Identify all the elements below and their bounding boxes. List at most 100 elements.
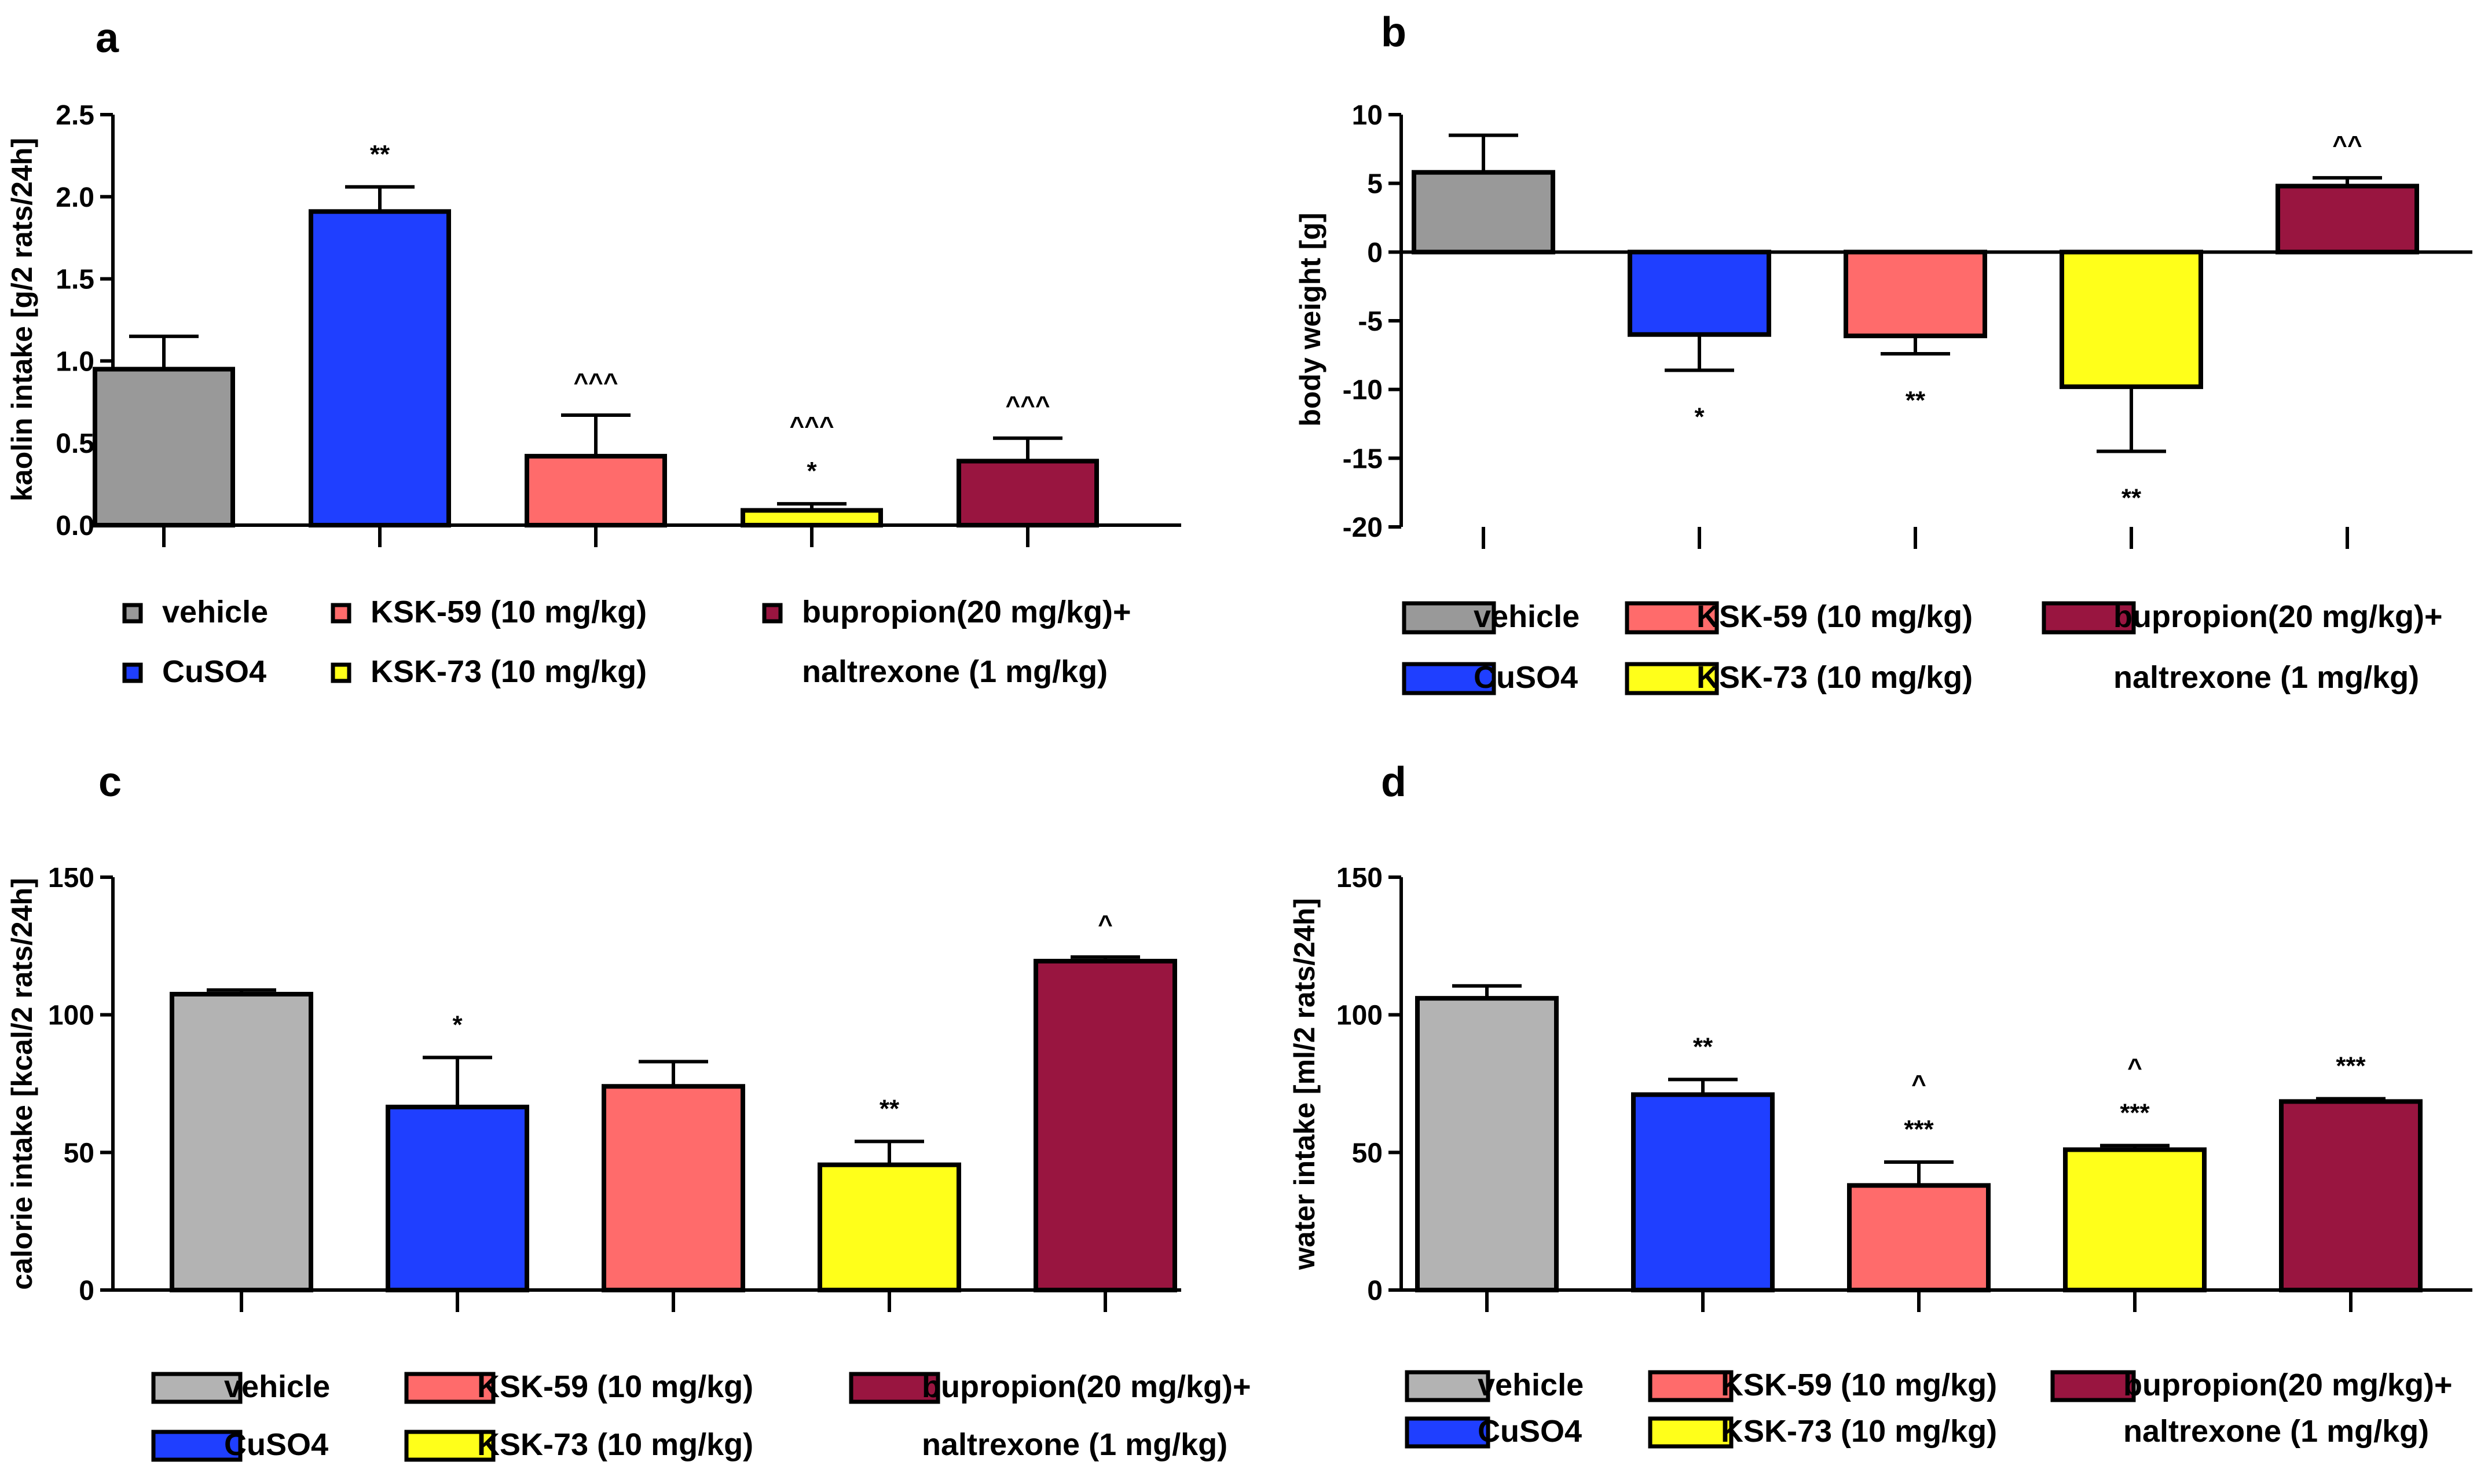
- bar-d: [1847, 1183, 1991, 1292]
- legend-label-ksk73: KSK-73 (10 mg/kg): [1721, 1414, 1997, 1449]
- legend-label-vehicle: vehicle: [1478, 1368, 1584, 1402]
- y-tick-label-b: -10: [1343, 375, 1383, 406]
- legend-d: vehicle CuSO4 KSK-59 (10 mg/kg) KSK-73 (10 …: [1405, 1368, 2453, 1449]
- legend-label-cuso4: CuSO4: [1478, 1414, 1582, 1449]
- y-axis-label-b: body weight [g]: [1294, 212, 1327, 426]
- legend-label-bupropion_line1: bupropion(20 mg/kg)+: [2113, 599, 2443, 634]
- legend-label-bupropion_line2: naltrexone (1 mg/kg): [2123, 1414, 2429, 1449]
- legend-swatch-bupropion_line1: [2050, 1370, 2136, 1402]
- plot-a: kaolin intake [g/2 rats/24h] 0.0 0.5 1.0 1.5…: [6, 100, 1181, 547]
- y-axis-label-c: calorie intake [kcal/2 rats/24h]: [6, 878, 38, 1289]
- panel-label-c: c: [98, 759, 122, 805]
- legend-swatch-cuso4: [122, 662, 143, 683]
- bar-a: [309, 209, 451, 528]
- legend-label-bupropion_line2: naltrexone (1 mg/kg): [922, 1427, 1227, 1462]
- legend-label-bupropion_line2: naltrexone (1 mg/kg): [2113, 660, 2419, 695]
- legend-label-bupropion_line2: naltrexone (1 mg/kg): [802, 654, 1108, 689]
- legend-swatch-vehicle: [1402, 601, 1496, 635]
- legend-label-vehicle: vehicle: [1474, 599, 1580, 634]
- legend-c: vehicle CuSO4 KSK-59 (10 mg/kg) KSK-73 (10 …: [151, 1369, 1251, 1462]
- significance-marker-d: ***: [2120, 1098, 2150, 1127]
- panel-c: c calorie intake [kcal/2 rats/24h] 0 50 100…: [6, 759, 1251, 1462]
- legend-swatch-bupropion_line1: [849, 1372, 940, 1404]
- legend-swatch-ksk59: [1648, 1370, 1734, 1402]
- significance-marker-b: ^^: [2332, 131, 2362, 159]
- y-tick-label-b: -15: [1343, 444, 1383, 474]
- y-axis-label-d: water intake [ml/2 rats/24h]: [1288, 898, 1321, 1270]
- legend-label-cuso4: CuSO4: [224, 1427, 328, 1462]
- legend-label-vehicle: vehicle: [224, 1369, 330, 1404]
- legend-label-ksk59: KSK-59 (10 mg/kg): [477, 1369, 753, 1404]
- y-tick-label-a: 1.5: [56, 265, 94, 295]
- significance-marker-a: **: [370, 140, 390, 168]
- bar-d: [2279, 1099, 2423, 1292]
- significance-marker-d: ^: [2127, 1053, 2142, 1082]
- significance-marker-a: ^^^: [573, 368, 618, 397]
- legend-b: vehicle CuSO4 KSK-59 (10 mg/kg) KSK-73 (10 …: [1402, 599, 2443, 695]
- y-tick-label-d: 0: [1367, 1276, 1383, 1306]
- significance-marker-d: ***: [2336, 1052, 2366, 1080]
- y-tick-label-a: 2.0: [56, 182, 94, 213]
- legend-label-cuso4: CuSO4: [1474, 660, 1578, 695]
- significance-marker-c: ^: [1098, 910, 1113, 939]
- plot-d: water intake [ml/2 rats/24h]050100150***…: [1288, 863, 2472, 1312]
- legend-label-ksk59: KSK-59 (10 mg/kg): [1696, 599, 1973, 634]
- legend-label-ksk59: KSK-59 (10 mg/kg): [371, 595, 647, 629]
- significance-marker-a: *: [807, 457, 817, 485]
- legend-swatch-ksk73: [331, 662, 351, 683]
- y-tick-label-b: 5: [1367, 169, 1383, 200]
- y-tick-label-a: 0.0: [56, 511, 94, 541]
- significance-marker-a: ^^^: [789, 412, 834, 440]
- y-tick-label-c: 150: [48, 863, 94, 893]
- legend-label-vehicle: vehicle: [162, 595, 268, 629]
- y-tick-label-b: -20: [1343, 512, 1383, 543]
- y-tick-label-d: 50: [1352, 1138, 1383, 1168]
- significance-marker-c: *: [452, 1010, 463, 1039]
- y-tick-label-c: 100: [48, 1001, 94, 1031]
- y-tick-label-c: 0: [79, 1276, 94, 1306]
- legend-swatch-ksk73: [1648, 1416, 1734, 1449]
- bar-c: [386, 1104, 529, 1292]
- y-tick-label-b: -5: [1358, 306, 1383, 337]
- bar-a: [957, 459, 1099, 527]
- bar-a: [741, 508, 883, 528]
- y-axis-label-a: kaolin intake [g/2 rats/24h]: [6, 138, 38, 501]
- significance-marker-a: ^^^: [1005, 391, 1050, 420]
- legend-label-bupropion_line1: bupropion(20 mg/kg)+: [802, 595, 1131, 629]
- bar-b: [1412, 170, 1555, 255]
- legend-swatch-cuso4: [1405, 1416, 1490, 1449]
- legend-swatch-ksk59: [331, 603, 351, 624]
- panel-d: d water intake [ml/2 rats/24h] 0 50 100 150 *…: [1288, 759, 2472, 1449]
- legend-label-ksk73: KSK-73 (10 mg/kg): [1696, 660, 1973, 695]
- legend-label-bupropion_line1: bupropion(20 mg/kg)+: [2123, 1368, 2453, 1402]
- bar-d: [1631, 1092, 1775, 1292]
- legend-swatch-ksk59: [404, 1372, 496, 1404]
- legend-swatch-vehicle: [1405, 1370, 1490, 1402]
- legend-swatch-ksk59: [1625, 601, 1719, 635]
- legend-swatch-cuso4: [1402, 662, 1496, 695]
- significance-marker-c: **: [880, 1094, 900, 1123]
- bar-b: [2276, 184, 2419, 255]
- bar-c: [170, 992, 313, 1293]
- legend-swatch-cuso4: [151, 1430, 243, 1462]
- legend-swatch-ksk73: [404, 1430, 496, 1462]
- bar-c: [818, 1162, 961, 1293]
- bar-c: [602, 1084, 745, 1292]
- plot-c: calorie intake [kcal/2 rats/24h] 0 50 100 15…: [6, 863, 1181, 1312]
- legend-swatch-vehicle: [122, 603, 143, 624]
- bar-a: [525, 453, 667, 527]
- y-tick-label-b: 10: [1352, 100, 1383, 131]
- legend-swatch-ksk73: [1625, 662, 1719, 695]
- legend-swatch-bupropion_line1: [2042, 601, 2136, 635]
- panel-label-d: d: [1381, 759, 1406, 805]
- legend-swatch-vehicle: [151, 1372, 243, 1404]
- panel-label-a: a: [96, 15, 119, 61]
- significance-marker-d: ^: [1911, 1070, 1926, 1098]
- significance-marker-d: **: [1693, 1032, 1713, 1061]
- panel-a: a kaolin intake [g/2 rats/24h] 0.0 0.5 1.0 1…: [6, 15, 1181, 689]
- panel-b: b body weight [g]1050-5-10-15-20*****^^ …: [1294, 9, 2472, 695]
- bar-d: [2063, 1147, 2207, 1292]
- legend-swatch-bupropion_line1: [762, 603, 783, 624]
